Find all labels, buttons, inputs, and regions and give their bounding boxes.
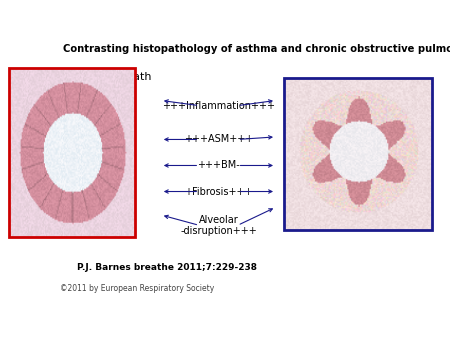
Text: +++BM-: +++BM- bbox=[197, 161, 240, 170]
Text: Asthma death: Asthma death bbox=[73, 72, 151, 82]
Text: +++ASM+++: +++ASM+++ bbox=[184, 135, 253, 144]
Text: ©2011 by European Respiratory Society: ©2011 by European Respiratory Society bbox=[60, 284, 214, 293]
Text: P.J. Barnes breathe 2011;7:229-238: P.J. Barnes breathe 2011;7:229-238 bbox=[77, 263, 257, 272]
Text: +Fibrosis+++: +Fibrosis+++ bbox=[184, 187, 252, 196]
Bar bbox=[9, 68, 135, 237]
Bar bbox=[284, 78, 432, 230]
Text: Alveolar
-disruption+++: Alveolar -disruption+++ bbox=[180, 215, 257, 236]
Text: Severe COPD: Severe COPD bbox=[297, 84, 370, 94]
Text: +++Inflammation+++: +++Inflammation+++ bbox=[162, 101, 275, 111]
Text: Contrasting histopathology of asthma and chronic obstructive pulmonary disease (: Contrasting histopathology of asthma and… bbox=[63, 45, 450, 54]
